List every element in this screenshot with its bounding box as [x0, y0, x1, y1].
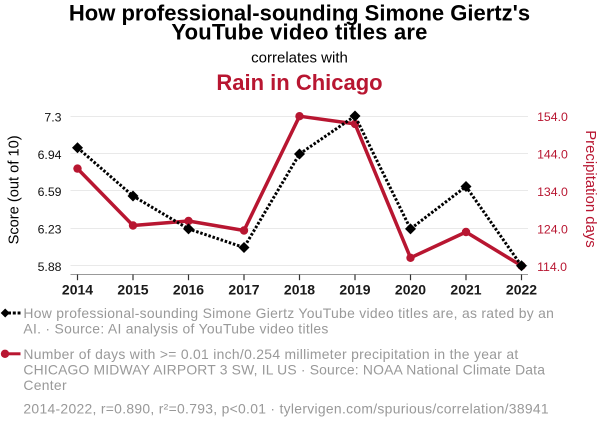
svg-text:Precipitation days: Precipitation days — [582, 130, 598, 248]
svg-text:6.94: 6.94 — [38, 148, 62, 162]
svg-text:Rain in Chicago: Rain in Chicago — [216, 70, 382, 95]
svg-text:CHICAGO MIDWAY AIRPORT 3 SW, I: CHICAGO MIDWAY AIRPORT 3 SW, IL US · Sou… — [23, 362, 545, 378]
svg-text:124.0: 124.0 — [537, 222, 568, 236]
svg-text:2015: 2015 — [117, 282, 148, 298]
svg-text:154.0: 154.0 — [537, 110, 568, 124]
svg-text:Score (out of 10): Score (out of 10) — [7, 135, 23, 244]
svg-text:AI. · Source: AI analysis of Y: AI. · Source: AI analysis of YouTube vid… — [23, 320, 328, 336]
svg-text:5.88: 5.88 — [38, 260, 62, 274]
svg-text:2014: 2014 — [62, 282, 93, 298]
svg-text:How professional-sounding Simo: How professional-sounding Simone Giertz … — [23, 305, 554, 321]
svg-text:114.0: 114.0 — [537, 260, 567, 274]
svg-text:144.0: 144.0 — [537, 148, 568, 162]
svg-text:correlates with: correlates with — [251, 49, 348, 66]
svg-text:Center: Center — [23, 377, 67, 393]
svg-text:YouTube video titles are: YouTube video titles are — [171, 20, 427, 45]
svg-text:7.3: 7.3 — [44, 110, 61, 124]
svg-text:2018: 2018 — [284, 282, 315, 298]
svg-text:2014-2022, r=0.890, r²=0.793,: 2014-2022, r=0.890, r²=0.793, p<0.01 · t… — [23, 401, 549, 417]
svg-text:2017: 2017 — [228, 282, 259, 298]
svg-text:2016: 2016 — [173, 282, 204, 298]
svg-text:How professional-sounding Simo: How professional-sounding Simone Giertz'… — [69, 0, 530, 25]
svg-text:Number of days with >= 0.01 in: Number of days with >= 0.01 inch/0.254 m… — [23, 346, 518, 362]
svg-text:6.59: 6.59 — [38, 185, 62, 199]
svg-text:2022: 2022 — [506, 282, 537, 298]
svg-text:6.23: 6.23 — [38, 223, 62, 237]
svg-text:134.0: 134.0 — [537, 185, 568, 199]
svg-text:2021: 2021 — [450, 282, 481, 298]
svg-text:2020: 2020 — [395, 282, 426, 298]
svg-text:2019: 2019 — [339, 282, 370, 298]
